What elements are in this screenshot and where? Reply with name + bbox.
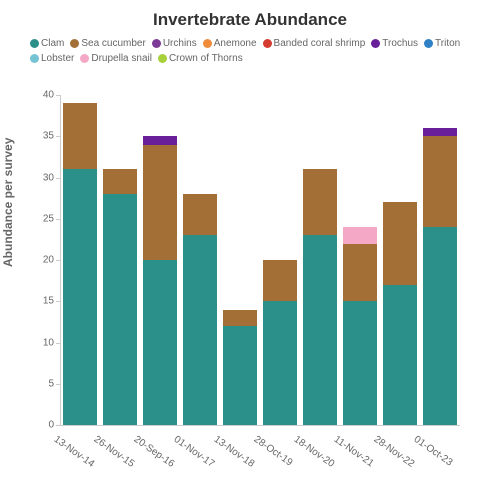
y-tick-label: 0 [48,420,54,431]
x-tick-label: 13-Nov-14 [52,434,97,470]
legend-swatch [158,54,167,63]
legend-swatch [424,39,433,48]
legend-item: Anemone [203,36,257,51]
legend-item: Triton [424,36,460,51]
legend-item: Clam [30,36,64,51]
bar-segment [143,145,177,261]
bar-segment [423,128,457,136]
legend-swatch [203,39,212,48]
bar-group [63,103,97,425]
bar-group [223,310,257,426]
legend-label: Trochus [382,38,418,49]
bar-group [143,136,177,425]
x-tick-label: 01-Oct-23 [412,434,455,469]
legend: Clam Sea cucumber Urchins Anemone Banded cor… [0,30,500,66]
legend-item: Urchins [152,36,197,51]
bar-segment [63,169,97,425]
bar-group [103,169,137,425]
bar-segment [143,260,177,425]
x-tick-label: 18-Nov-20 [292,434,337,470]
x-tick-label: 13-Nov-18 [212,434,257,470]
legend-item: Sea cucumber [70,36,145,51]
bar-segment [183,235,217,425]
y-tick-label: 30 [43,172,54,183]
x-tick-label: 01-Nov-17 [172,434,217,470]
x-tick-label: 20-Sep-16 [132,434,177,470]
y-tick-label: 15 [43,296,54,307]
legend-item: Trochus [371,36,418,51]
legend-swatch [152,39,161,48]
bar-segment [423,227,457,425]
x-axis-labels: 13-Nov-1426-Nov-1520-Sep-1601-Nov-1713-N… [60,430,460,490]
legend-swatch [371,39,380,48]
chart-title: Invertebrate Abundance [0,0,500,30]
bar-segment [423,136,457,227]
axis-line-x [60,425,460,426]
y-tick-label: 25 [43,213,54,224]
bar-segment [263,301,297,425]
x-tick-label: 11-Nov-21 [332,434,376,469]
legend-label: Drupella snail [91,53,152,64]
bar-segment [183,194,217,235]
bar-segment [383,202,417,285]
bar-segment [343,244,377,302]
bar-segment [263,260,297,301]
y-tick-label: 20 [43,255,54,266]
legend-item: Lobster [30,51,74,66]
legend-swatch [80,54,89,63]
legend-swatch [70,39,79,48]
legend-label: Crown of Thorns [169,53,243,64]
legend-item: Drupella snail [80,51,152,66]
legend-swatch [263,39,272,48]
legend-item: Crown of Thorns [158,51,243,66]
bar-group [183,194,217,425]
bar-segment [223,326,257,425]
bar-group [383,202,417,425]
y-axis: 0510152025303540 [30,95,60,425]
bar-segment [103,194,137,425]
y-tick-label: 5 [48,378,54,389]
bar-group [423,128,457,425]
legend-label: Banded coral shrimp [274,38,366,49]
plot-area [60,95,460,425]
bar-group [263,260,297,425]
bar-segment [223,310,257,327]
legend-label: Lobster [41,53,74,64]
x-tick-label: 28-Oct-19 [252,434,295,469]
y-axis-label: Abundance per survey [1,138,15,267]
bar-segment [63,103,97,169]
legend-label: Clam [41,38,64,49]
y-tick-label: 10 [43,337,54,348]
bar-segment [383,285,417,425]
y-tick-label: 35 [43,131,54,142]
legend-label: Anemone [214,38,257,49]
bar-segment [303,169,337,235]
x-tick-label: 28-Nov-22 [372,434,417,470]
bar-segment [343,227,377,244]
legend-label: Triton [435,38,460,49]
legend-label: Sea cucumber [81,38,145,49]
x-tick-label: 26-Nov-15 [92,434,137,470]
legend-label: Urchins [163,38,197,49]
bar-segment [103,169,137,194]
bar-group [343,227,377,425]
legend-item: Banded coral shrimp [263,36,366,51]
legend-swatch [30,54,39,63]
bar-group [303,169,337,425]
legend-swatch [30,39,39,48]
bar-segment [303,235,337,425]
bar-segment [143,136,177,144]
y-tick-label: 40 [43,90,54,101]
bar-segment [343,301,377,425]
